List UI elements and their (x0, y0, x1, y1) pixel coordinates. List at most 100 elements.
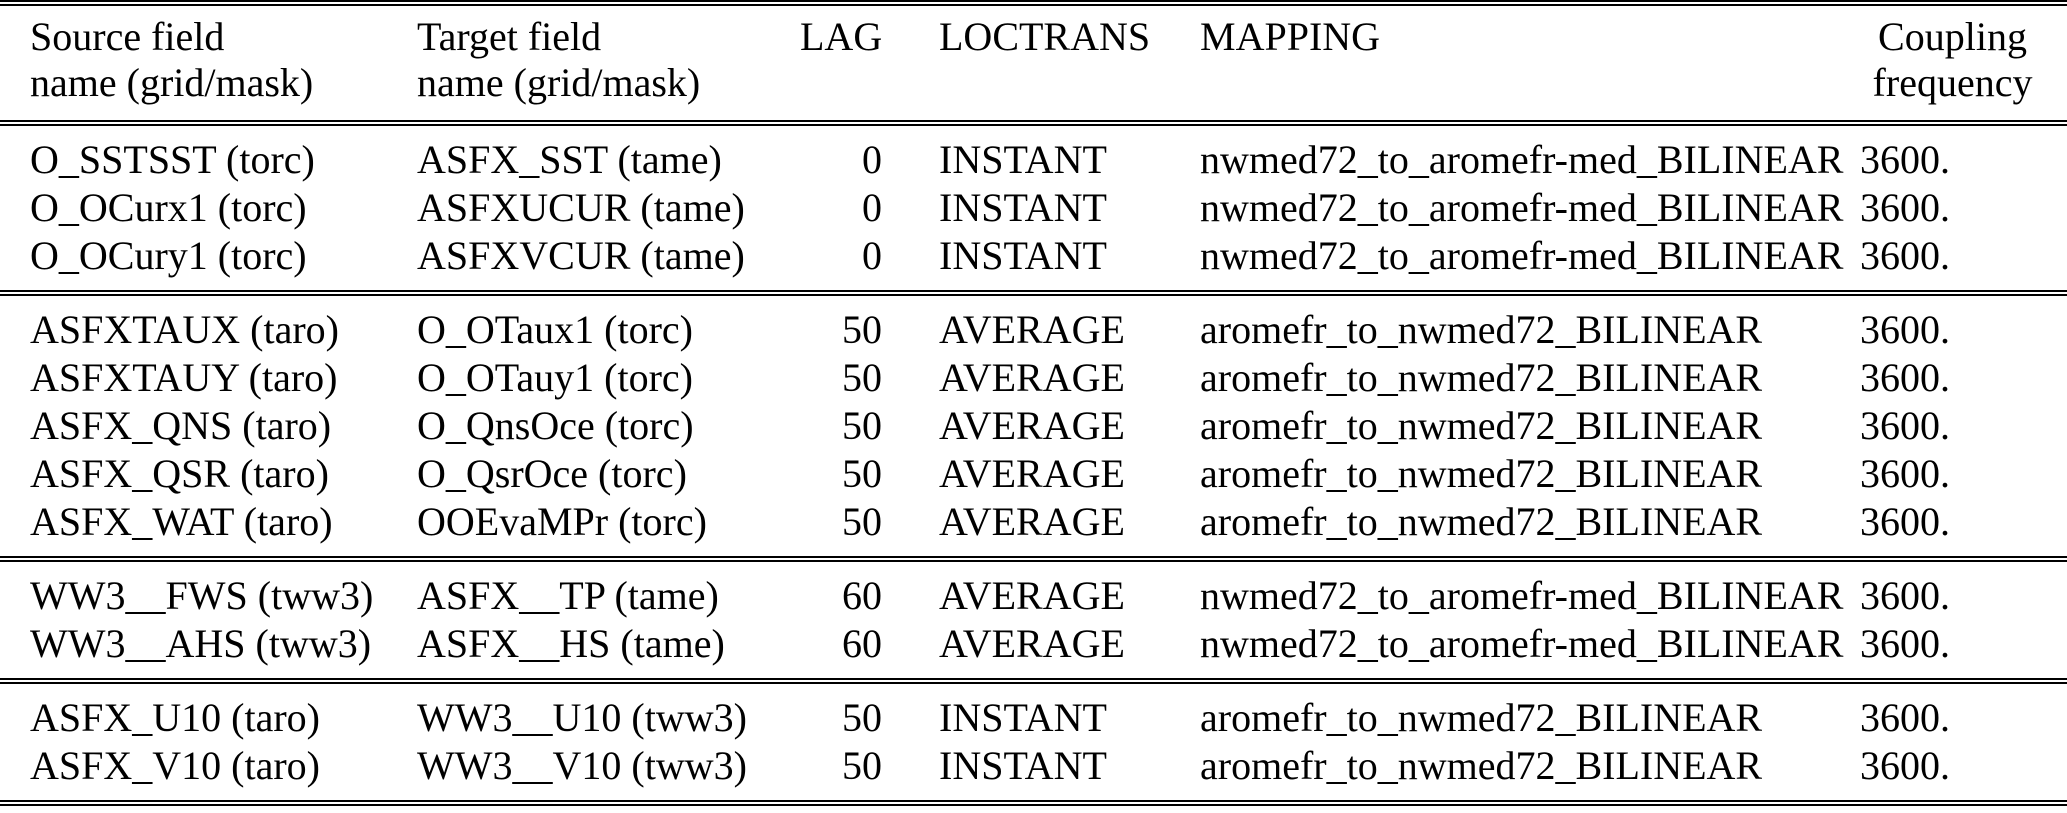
frequency-cell: 3600. (1860, 137, 1950, 182)
source-cell: ASFX_WAT (taro) (30, 499, 333, 544)
frequency-cell: 3600. (1860, 451, 1950, 496)
mapping-cell: aromefr_to_nwmed72_BILINEAR (1200, 355, 1763, 400)
lag-cell: 50 (842, 307, 882, 352)
table-row: WW3__AHS (tww3) ASFX__HS (tame) 60 AVERAGE n… (0, 620, 2067, 681)
mapping-cell: nwmed72_to_aromefr-med_BILINEAR (1200, 233, 1844, 278)
row-group-2: ASFXTAUX (taro) O_OTaux1 (torc) 50 AVERAGE a… (0, 293, 2067, 559)
source-cell: WW3__FWS (tww3) (30, 573, 374, 618)
table-row: O_OCury1 (torc) ASFXVCUR (tame) 0 INSTANT nw… (0, 232, 2067, 293)
target-cell: ASFX__HS (tame) (417, 621, 725, 666)
mapping-cell: aromefr_to_nwmed72_BILINEAR (1200, 403, 1763, 448)
frequency-cell: 3600. (1860, 185, 1950, 230)
target-cell: ASFX__TP (tame) (417, 573, 719, 618)
row-group-3: WW3__FWS (tww3) ASFX__TP (tame) 60 AVERAGE n… (0, 559, 2067, 681)
table-row: ASFX_U10 (taro) WW3__U10 (tww3) 50 INSTANT a… (0, 681, 2067, 742)
lag-cell: 0 (862, 185, 882, 230)
frequency-cell: 3600. (1860, 621, 1950, 666)
source-cell: WW3__AHS (tww3) (30, 621, 372, 666)
row-group-4: ASFX_U10 (taro) WW3__U10 (tww3) 50 INSTANT a… (0, 681, 2067, 803)
lag-cell: 50 (842, 355, 882, 400)
lag-cell: 50 (842, 743, 882, 788)
mapping-cell: aromefr_to_nwmed72_BILINEAR (1200, 743, 1763, 788)
target-cell: O_OTauy1 (torc) (417, 355, 693, 400)
loctrans-cell: AVERAGE (939, 499, 1125, 544)
table-row: ASFXTAUY (taro) O_OTauy1 (torc) 50 AVERAGE a… (0, 354, 2067, 402)
target-cell: OOEvaMPr (torc) (417, 499, 707, 544)
loctrans-cell: INSTANT (939, 695, 1107, 740)
target-cell: O_OTaux1 (torc) (417, 307, 693, 352)
source-cell: ASFX_QNS (taro) (30, 403, 332, 448)
header-target-line1: Target field (417, 14, 602, 59)
mapping-cell: nwmed72_to_aromefr-med_BILINEAR (1200, 137, 1844, 182)
mapping-cell: nwmed72_to_aromefr-med_BILINEAR (1200, 621, 1844, 666)
header-target-field: Target field name (grid/mask) (417, 3, 800, 123)
frequency-cell: 3600. (1860, 743, 1950, 788)
table-row: ASFX_WAT (taro) OOEvaMPr (torc) 50 AVERAGE a… (0, 498, 2067, 559)
mapping-cell: aromefr_to_nwmed72_BILINEAR (1200, 451, 1763, 496)
frequency-cell: 3600. (1860, 695, 1950, 740)
table-row: ASFX_QSR (taro) O_QsrOce (torc) 50 AVERAGE a… (0, 450, 2067, 498)
lag-cell: 60 (842, 573, 882, 618)
table-row: ASFXTAUX (taro) O_OTaux1 (torc) 50 AVERAGE a… (0, 293, 2067, 354)
loctrans-cell: AVERAGE (939, 307, 1125, 352)
table-row: ASFX_V10 (taro) WW3__V10 (tww3) 50 INSTANT a… (0, 742, 2067, 803)
table-row: O_SSTSST (torc) ASFX_SST (tame) 0 INSTANT nw… (0, 123, 2067, 184)
header-source-line2: name (grid/mask) (30, 60, 314, 105)
target-cell: ASFXUCUR (tame) (417, 185, 745, 230)
table-row: WW3__FWS (tww3) ASFX__TP (tame) 60 AVERAGE n… (0, 559, 2067, 620)
target-cell: O_QnsOce (torc) (417, 403, 694, 448)
target-cell: ASFXVCUR (tame) (417, 233, 745, 278)
source-cell: ASFXTAUX (taro) (30, 307, 339, 352)
frequency-cell: 3600. (1860, 403, 1950, 448)
mapping-cell: aromefr_to_nwmed72_BILINEAR (1200, 499, 1763, 544)
loctrans-cell: AVERAGE (939, 403, 1125, 448)
lag-cell: 50 (842, 695, 882, 740)
loctrans-cell: INSTANT (939, 185, 1107, 230)
target-cell: WW3__V10 (tww3) (417, 743, 747, 788)
source-cell: ASFX_U10 (taro) (30, 695, 320, 740)
header-frequency-line2: frequency (1872, 60, 2033, 105)
frequency-cell: 3600. (1860, 355, 1950, 400)
mapping-cell: nwmed72_to_aromefr-med_BILINEAR (1200, 185, 1844, 230)
source-cell: ASFXTAUY (taro) (30, 355, 338, 400)
lag-cell: 0 (862, 233, 882, 278)
source-cell: ASFX_V10 (taro) (30, 743, 320, 788)
loctrans-cell: INSTANT (939, 137, 1107, 182)
frequency-cell: 3600. (1860, 233, 1950, 278)
header-source-line1: Source field (30, 14, 225, 59)
header-target-line2: name (grid/mask) (417, 60, 701, 105)
source-cell: ASFX_QSR (taro) (30, 451, 329, 496)
loctrans-cell: AVERAGE (939, 355, 1125, 400)
target-cell: ASFX_SST (tame) (417, 137, 722, 182)
row-group-1: O_SSTSST (torc) ASFX_SST (tame) 0 INSTANT nw… (0, 123, 2067, 293)
mapping-cell: aromefr_to_nwmed72_BILINEAR (1200, 695, 1763, 740)
source-cell: O_OCury1 (torc) (30, 233, 307, 278)
table-header: Source field name (grid/mask) Target fie… (0, 3, 2067, 123)
frequency-cell: 3600. (1860, 499, 1950, 544)
lag-cell: 50 (842, 499, 882, 544)
header-frequency-line1: Coupling (1878, 14, 2027, 59)
lag-cell: 50 (842, 403, 882, 448)
table-row: ASFX_QNS (taro) O_QnsOce (torc) 50 AVERAGE a… (0, 402, 2067, 450)
lag-cell: 50 (842, 451, 882, 496)
source-cell: O_OCurx1 (torc) (30, 185, 307, 230)
header-mapping: MAPPING (1200, 14, 1381, 59)
loctrans-cell: AVERAGE (939, 573, 1125, 618)
mapping-cell: nwmed72_to_aromefr-med_BILINEAR (1200, 573, 1844, 618)
header-row: Source field name (grid/mask) Target fie… (0, 3, 2067, 123)
header-lag: LAG (800, 14, 882, 59)
header-source-field: Source field name (grid/mask) (0, 3, 417, 123)
loctrans-cell: AVERAGE (939, 621, 1125, 666)
header-loctrans: LOCTRANS (939, 14, 1151, 59)
source-cell: O_SSTSST (torc) (30, 137, 315, 182)
target-cell: O_QsrOce (torc) (417, 451, 687, 496)
frequency-cell: 3600. (1860, 307, 1950, 352)
target-cell: WW3__U10 (tww3) (417, 695, 747, 740)
loctrans-cell: INSTANT (939, 233, 1107, 278)
table-row: O_OCurx1 (torc) ASFXUCUR (tame) 0 INSTANT nw… (0, 184, 2067, 232)
loctrans-cell: INSTANT (939, 743, 1107, 788)
loctrans-cell: AVERAGE (939, 451, 1125, 496)
lag-cell: 60 (842, 621, 882, 666)
mapping-cell: aromefr_to_nwmed72_BILINEAR (1200, 307, 1763, 352)
